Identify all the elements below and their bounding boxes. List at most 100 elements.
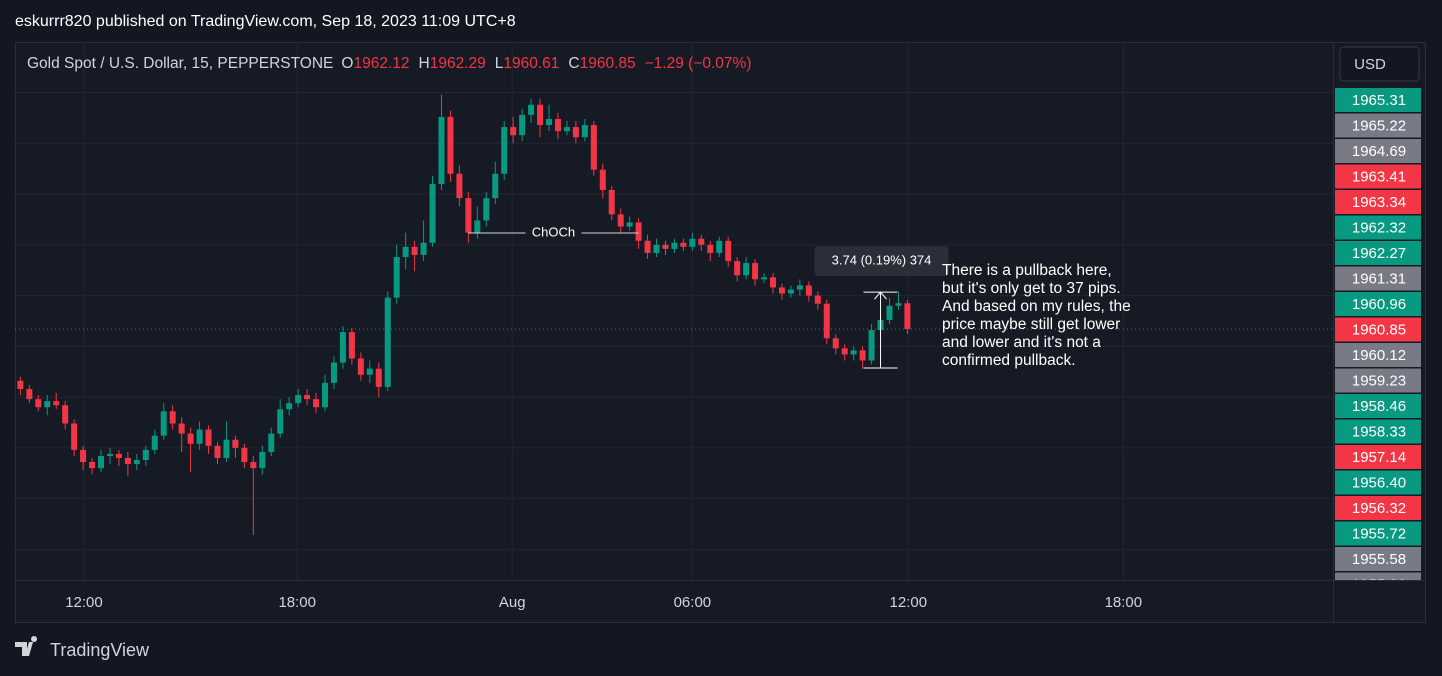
candle-body <box>698 238 705 245</box>
measure-box <box>814 246 949 277</box>
candle-body <box>752 263 759 280</box>
candle-body <box>456 173 463 199</box>
measure-arrow <box>874 291 887 300</box>
candle-body <box>653 244 660 253</box>
legend-item: 1960.85 <box>580 55 636 72</box>
candle-body <box>823 303 830 339</box>
price-tag <box>1335 394 1421 418</box>
candle-body <box>429 183 436 243</box>
candle-body <box>35 399 42 408</box>
candle-body <box>106 453 113 456</box>
candle-body <box>859 350 866 361</box>
price-tag-label: 1965.31 <box>1352 92 1406 109</box>
candle-body <box>241 447 248 463</box>
price-tag-label: 1957.14 <box>1352 449 1406 466</box>
candle-body <box>635 222 642 241</box>
candle-body <box>608 190 615 215</box>
price-tag <box>1335 139 1421 163</box>
candle-body <box>286 403 293 410</box>
x-tick-label: 18:00 <box>1105 594 1143 611</box>
x-tick-label: Aug <box>499 594 526 611</box>
candle-body <box>689 238 696 247</box>
x-tick-label: 18:00 <box>278 594 316 611</box>
note-line: There is a pullback here, <box>942 262 1112 279</box>
price-tag <box>1335 317 1421 342</box>
candle-body <box>590 125 597 170</box>
legend-item: 1960.61 <box>503 55 559 72</box>
candle-body <box>142 449 149 461</box>
price-tag <box>1335 113 1421 138</box>
price-tag-label: 1963.41 <box>1352 168 1406 185</box>
candle-body <box>599 169 606 191</box>
candle-body <box>259 451 266 469</box>
candle-body <box>483 198 490 221</box>
choch-label: ChOCh <box>532 224 575 239</box>
note-line: And based on my rules, the <box>942 298 1131 315</box>
price-tag-label: 1958.33 <box>1352 423 1406 440</box>
legend-item: 1962.12 <box>353 55 409 72</box>
candle-body <box>850 350 857 355</box>
candle-body <box>115 453 122 458</box>
candle-body <box>339 332 346 363</box>
candle-body <box>366 368 373 375</box>
candle-body <box>420 242 427 255</box>
candle-body <box>563 127 570 132</box>
price-tag <box>1335 547 1421 571</box>
candle-body <box>330 362 337 383</box>
price-tag-label: 1956.40 <box>1352 474 1406 491</box>
candle-body <box>814 295 821 304</box>
candle-body <box>537 104 544 126</box>
candle-body <box>44 401 51 408</box>
price-tag <box>1335 496 1421 520</box>
candle-body <box>725 240 732 262</box>
x-tick-label: 12:00 <box>65 594 103 611</box>
candle-body <box>26 388 33 400</box>
candle-body <box>89 462 96 469</box>
currency-button[interactable] <box>1339 46 1420 82</box>
price-tag-label: 1956.32 <box>1352 500 1406 517</box>
candle-body <box>214 445 221 458</box>
price-tag-label: 1964.69 <box>1352 143 1406 160</box>
candle-body <box>519 114 526 136</box>
candle-body <box>277 409 284 434</box>
candle-body <box>304 395 311 400</box>
candle-body <box>53 401 60 406</box>
candle-body <box>348 332 355 359</box>
candle-body <box>295 395 302 404</box>
legend-item: 1962.29 <box>430 55 486 72</box>
candle-body <box>393 256 400 298</box>
candle-body <box>617 214 624 227</box>
candle-body <box>98 455 105 469</box>
measure-label: 3.74 (0.19%) 374 <box>832 253 932 268</box>
price-tag-label: 1959.23 <box>1352 372 1406 389</box>
candle-body <box>71 423 78 450</box>
price-tag <box>1335 470 1421 495</box>
candle-body <box>375 368 382 387</box>
candle-body <box>411 246 418 255</box>
candle-body <box>151 435 158 450</box>
legend-item: O <box>341 55 353 72</box>
candle-body <box>734 261 741 276</box>
candle-body <box>205 429 212 446</box>
byline: eskurrr820 published on TradingView.com,… <box>15 13 516 30</box>
price-tag-label: 1963.34 <box>1352 194 1406 211</box>
candle-body <box>232 439 239 448</box>
price-tag <box>1335 445 1421 469</box>
candle-body <box>626 222 633 227</box>
candle-body <box>787 289 794 294</box>
candle-body <box>581 125 588 138</box>
candle-body <box>474 220 481 233</box>
candle-body <box>868 330 875 361</box>
candle-body <box>384 297 391 387</box>
candle-body <box>178 423 185 434</box>
price-tag-label: 1961.31 <box>1352 270 1406 287</box>
candle-body <box>707 244 714 253</box>
candle-body <box>187 433 194 444</box>
candle-body <box>250 462 257 469</box>
note-line: confirmed pullback. <box>942 352 1076 369</box>
price-tag-label: 1965.22 <box>1352 117 1406 134</box>
candle-body <box>778 287 785 294</box>
legend-item: L <box>495 55 504 72</box>
candle-body <box>895 303 902 306</box>
candle-body <box>716 240 723 253</box>
